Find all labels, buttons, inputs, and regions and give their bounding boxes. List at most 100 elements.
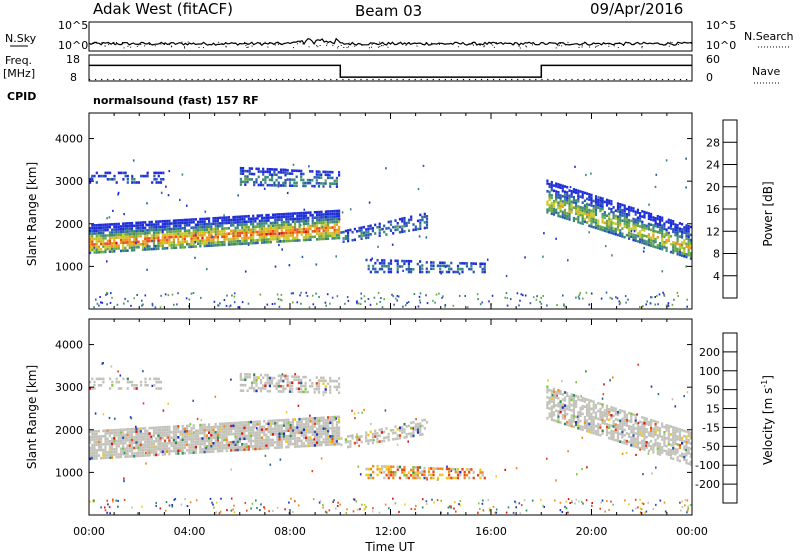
noise-cell xyxy=(277,294,279,296)
echo-cell xyxy=(287,421,289,424)
echo-cell xyxy=(672,241,674,244)
echo-cell xyxy=(210,228,212,231)
echo-cell xyxy=(221,431,223,434)
echo-cell xyxy=(303,225,305,228)
echo-cell xyxy=(120,172,122,175)
echo-cell xyxy=(160,437,162,440)
echo-cell xyxy=(258,176,260,179)
echo-cell xyxy=(239,243,241,246)
echo-cell xyxy=(340,437,342,440)
echo-cell xyxy=(688,254,690,257)
echo-cell xyxy=(419,265,421,268)
echo-cell xyxy=(637,441,639,444)
noise-cell xyxy=(279,306,281,308)
echo-cell xyxy=(372,265,374,268)
echo-cell xyxy=(372,471,374,474)
echo-cell xyxy=(235,441,237,444)
echo-cell xyxy=(372,230,374,233)
echo-cell xyxy=(383,431,385,434)
echo-cell xyxy=(312,222,314,225)
echo-cell xyxy=(193,424,195,427)
echo-cell xyxy=(343,231,345,234)
echo-cell xyxy=(635,239,637,242)
echo-cell xyxy=(652,451,654,454)
echo-cell xyxy=(546,388,548,391)
echo-cell xyxy=(590,199,592,202)
echo-cell xyxy=(597,402,599,405)
echo-cell xyxy=(637,224,639,227)
echo-cell xyxy=(334,180,336,183)
echo-cell xyxy=(318,379,320,382)
echo-cell xyxy=(655,441,657,444)
echo-cell xyxy=(334,432,336,435)
echo-cell xyxy=(677,242,679,245)
echo-cell xyxy=(553,401,555,404)
echo-cell xyxy=(688,249,690,252)
echo-cell xyxy=(254,231,256,234)
echo-cell xyxy=(566,212,568,215)
echo-cell xyxy=(336,229,338,232)
scatter-cell xyxy=(106,260,108,262)
echo-cell xyxy=(140,449,142,452)
echo-cell xyxy=(204,218,206,221)
echo-cell xyxy=(325,441,327,444)
echo-cell xyxy=(573,402,575,405)
echo-cell xyxy=(153,223,155,226)
echo-cell xyxy=(564,417,566,420)
echo-cell xyxy=(568,202,570,205)
echo-cell xyxy=(602,430,604,433)
echo-cell xyxy=(566,405,568,408)
echo-cell xyxy=(287,215,289,218)
echo-cell xyxy=(276,446,278,449)
echo-cell xyxy=(617,202,619,205)
echo-cell xyxy=(289,172,291,175)
echo-cell xyxy=(252,434,254,437)
nave-point xyxy=(620,79,621,80)
echo-cell xyxy=(325,438,327,441)
nsearch-point xyxy=(398,43,399,44)
echo-cell xyxy=(628,224,630,227)
noise-cell xyxy=(141,300,143,302)
echo-cell xyxy=(228,441,230,444)
noise-cell xyxy=(260,294,262,296)
echo-cell xyxy=(124,233,126,236)
echo-cell xyxy=(298,423,300,426)
echo-cell xyxy=(624,204,626,207)
echo-cell xyxy=(303,445,305,448)
echo-cell xyxy=(100,224,102,227)
echo-cell xyxy=(303,442,305,445)
echo-cell xyxy=(331,213,333,216)
echo-cell xyxy=(109,248,111,251)
echo-cell xyxy=(182,425,184,428)
nave-point xyxy=(131,79,132,80)
echo-cell xyxy=(267,176,269,179)
echo-cell xyxy=(100,243,102,246)
echo-cell xyxy=(403,431,405,434)
echo-cell xyxy=(329,226,331,229)
echo-cell xyxy=(171,241,173,244)
echo-cell xyxy=(588,415,590,418)
echo-cell xyxy=(153,427,155,430)
echo-cell xyxy=(135,235,137,238)
echo-cell xyxy=(361,435,363,438)
echo-cell xyxy=(417,469,419,472)
scatter-cell xyxy=(309,170,311,172)
nsearch-point xyxy=(371,47,372,48)
echo-cell xyxy=(347,237,349,240)
echo-cell xyxy=(336,221,338,224)
echo-cell xyxy=(421,473,423,476)
echo-cell xyxy=(120,250,122,253)
echo-cell xyxy=(663,225,665,228)
echo-cell xyxy=(305,376,307,379)
echo-cell xyxy=(199,242,201,245)
echo-cell xyxy=(320,238,322,241)
echo-cell xyxy=(668,448,670,451)
echo-cell xyxy=(188,232,190,235)
echo-cell xyxy=(287,223,289,226)
echo-cell xyxy=(624,215,626,218)
echo-cell xyxy=(577,221,579,224)
nave-point xyxy=(179,79,180,80)
echo-cell xyxy=(588,209,590,212)
nsearch-point xyxy=(341,45,342,46)
echo-cell xyxy=(325,232,327,235)
